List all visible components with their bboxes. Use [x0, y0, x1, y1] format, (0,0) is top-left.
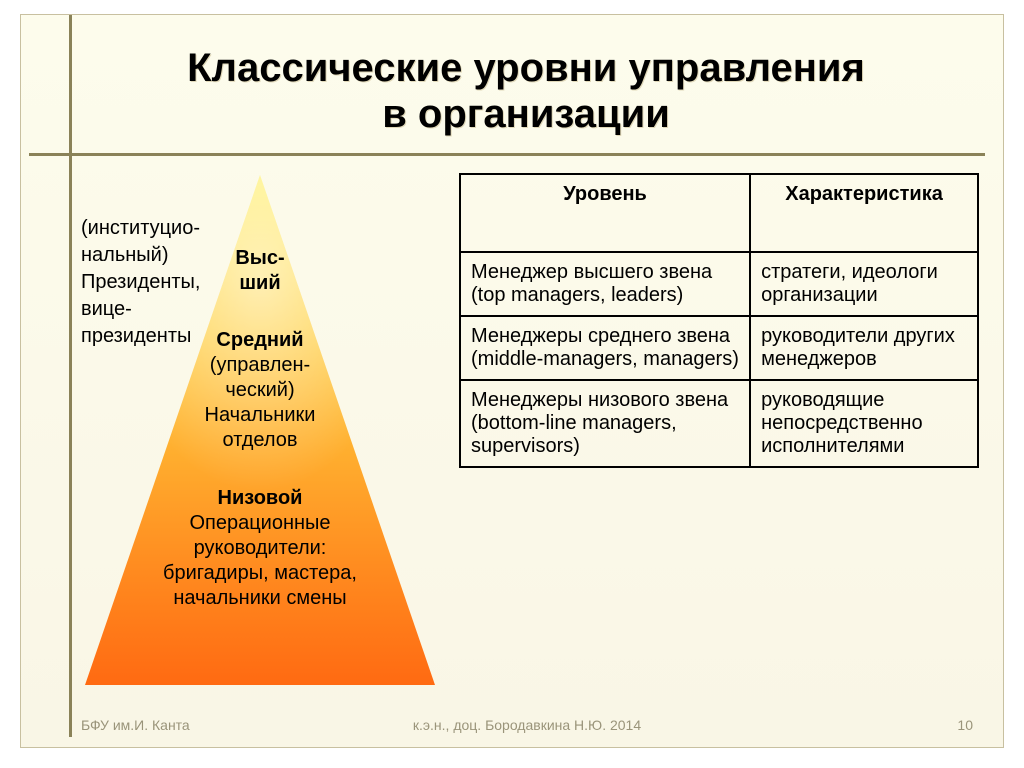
table-cell: стратеги, идеологи организации	[750, 252, 978, 316]
table-cell: Менеджер высшего звена (top managers, le…	[460, 252, 750, 316]
table-row: Менеджеры среднего звена (middle-manager…	[460, 316, 978, 380]
frame-line-stub	[29, 153, 69, 156]
footer-page: 10	[957, 717, 973, 733]
footer-center: к.э.н., доц. Бородавкина Н.Ю. 2014	[413, 717, 641, 733]
title-line-2: в организации	[382, 92, 670, 136]
table-cell: руководящие непосредственно исполнителям…	[750, 380, 978, 467]
table-cell: Менеджеры низового звена (bottom-line ma…	[460, 380, 750, 467]
col-header-level: Уровень	[460, 174, 750, 252]
table-row: Менеджер высшего звена (top managers, le…	[460, 252, 978, 316]
col-header-characteristic: Характеристика	[750, 174, 978, 252]
frame-line-vertical	[69, 15, 72, 737]
table-row: Менеджеры низового звена (bottom-line ma…	[460, 380, 978, 467]
footer-left: БФУ им.И. Канта	[81, 717, 190, 733]
table-cell: руководители других менеджеров	[750, 316, 978, 380]
slide-footer: БФУ им.И. Канта к.э.н., доц. Бородавкина…	[81, 717, 973, 733]
pyramid-level-middle: Средний (управлен-ческий)Начальникиотдел…	[85, 328, 435, 453]
slide-title: Классические уровни управления в организ…	[89, 45, 963, 137]
pyramid-level-top: Выс-ший	[85, 246, 435, 296]
pyramid-level-bottom: Низовой Операционныеруководители:бригади…	[85, 486, 435, 611]
title-underline	[69, 153, 985, 156]
levels-table: Уровень Характеристика Менеджер высшего …	[459, 173, 979, 468]
table-cell: Менеджеры среднего звена (middle-manager…	[460, 316, 750, 380]
pyramid: Выс-ший Средний (управлен-ческий)Начальн…	[85, 175, 435, 685]
slide: Классические уровни управления в организ…	[20, 14, 1004, 748]
table-header-row: Уровень Характеристика	[460, 174, 978, 252]
title-line-1: Классические уровни управления	[187, 46, 865, 90]
